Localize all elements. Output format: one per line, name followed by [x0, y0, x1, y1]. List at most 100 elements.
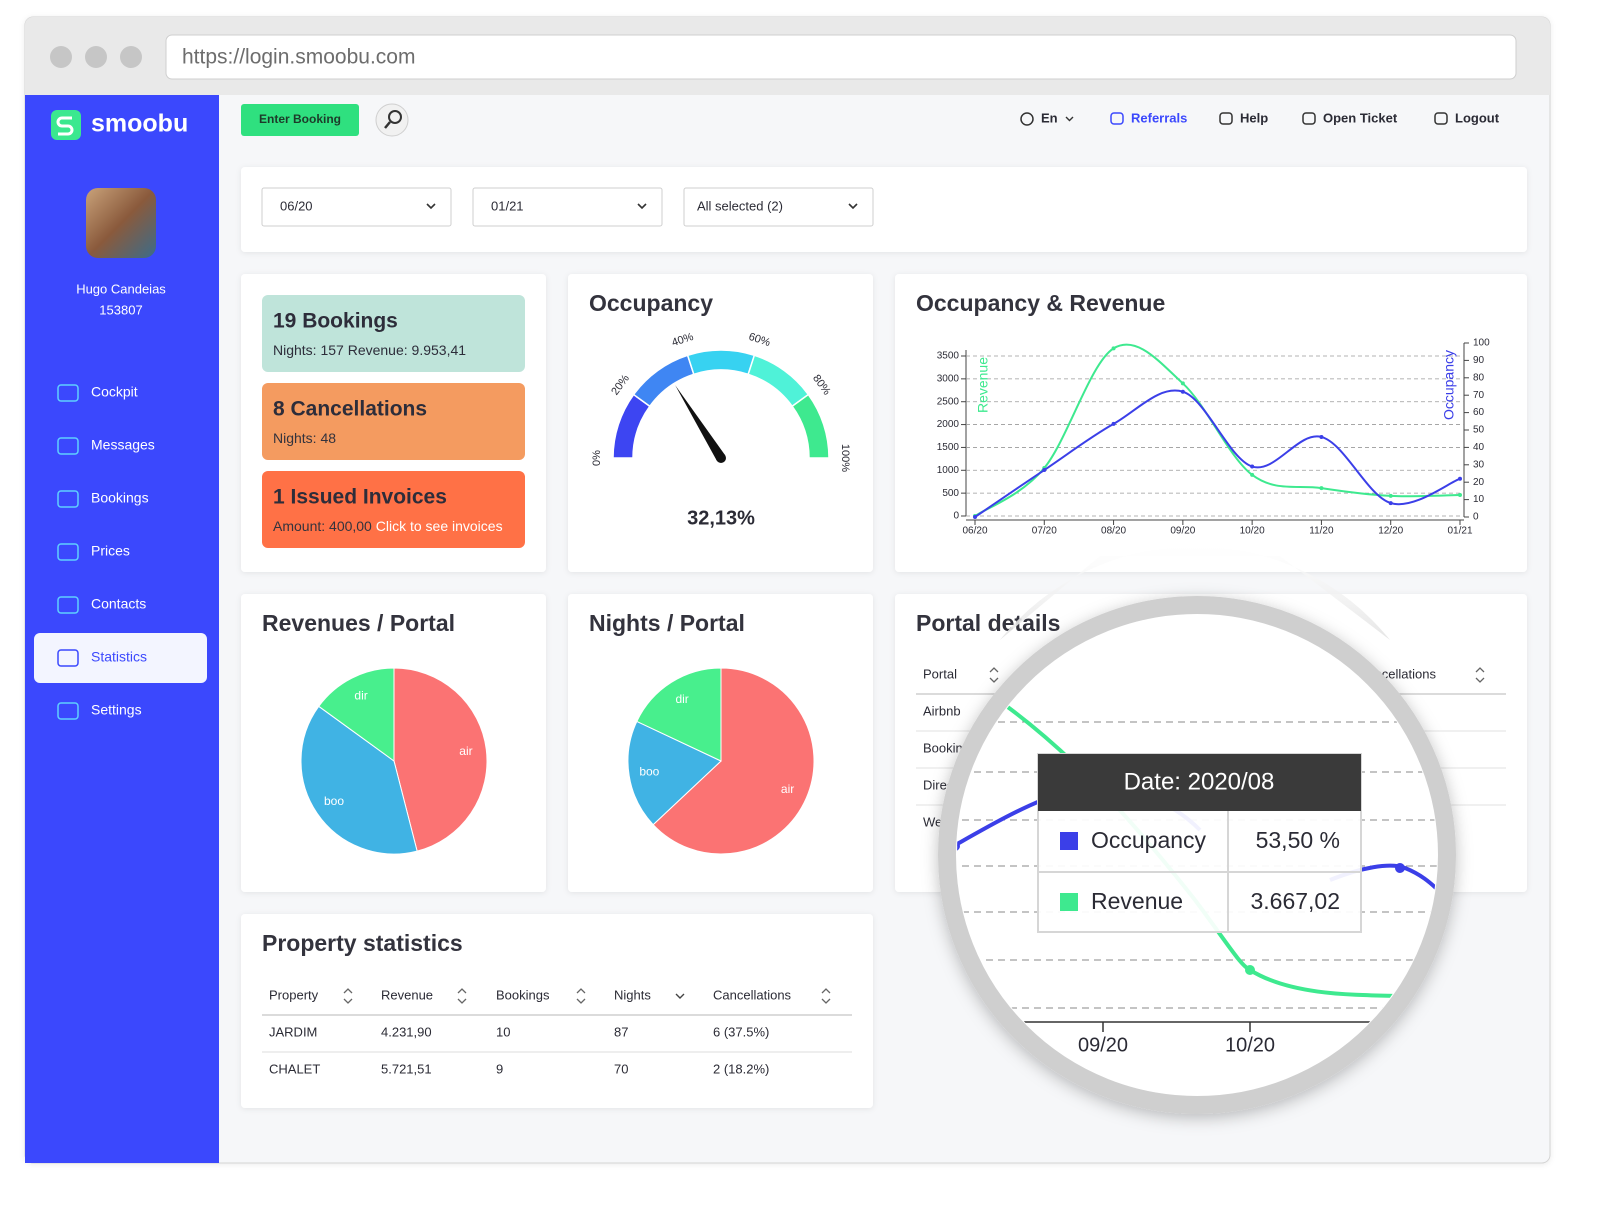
sort-icon: [576, 988, 586, 1004]
window-dot: [85, 46, 107, 68]
table-header[interactable]: Revenue: [381, 987, 433, 1002]
card-title: Nights / Portal: [589, 610, 745, 636]
table-cell: 2 (18.2%): [713, 1061, 769, 1076]
point: [1458, 476, 1462, 481]
sidebar: [25, 95, 219, 1163]
brand: smoobu: [91, 110, 188, 138]
nav-icon[interactable]: [57, 596, 79, 614]
nav-icon[interactable]: [57, 649, 79, 667]
url-field[interactable]: [165, 34, 1517, 80]
table-header[interactable]: Nights: [614, 987, 651, 1002]
table-cell: CHALET: [269, 1061, 320, 1076]
table-cell: 5.721,51: [381, 1061, 432, 1076]
sort-icon: [821, 988, 831, 1004]
gauge-segment: [791, 393, 830, 459]
top-link[interactable]: Help: [1240, 110, 1268, 125]
table-header[interactable]: Bookings: [496, 987, 550, 1002]
y2-tick-label: 80: [1473, 372, 1485, 383]
search-button[interactable]: [375, 103, 409, 137]
card-title: Portal details: [916, 610, 1060, 636]
top-link[interactable]: Referrals: [1131, 110, 1187, 125]
nav-item[interactable]: Messages: [91, 437, 155, 453]
table-cell: 6 (37.5%): [713, 1024, 769, 1039]
user-name: Hugo Candeias: [76, 281, 166, 296]
y-tick-label: 2000: [937, 419, 960, 430]
point: [1388, 501, 1393, 506]
gauge-hub: [716, 453, 726, 463]
y-tick-label: 500: [942, 488, 959, 499]
filters: 06/20 01/21 All selected (2): [261, 187, 874, 227]
card: [241, 914, 873, 1108]
x-tick-label: 01/21: [1447, 526, 1472, 537]
content: 19 Bookings Nights: 157 Revenue: 9.953,41…: [262, 290, 1506, 1076]
y2-tick-label: 50: [1473, 425, 1485, 436]
nav-item[interactable]: Cockpit: [91, 384, 138, 400]
pie-slice: [627, 720, 722, 826]
summary-detail: Nights: 48: [273, 430, 336, 446]
y-tick-label: 2500: [937, 396, 960, 407]
pie-slice: [652, 667, 815, 855]
nav-icon[interactable]: [57, 543, 79, 561]
top-link-icon: [1219, 112, 1233, 125]
tooltip-series: Revenue: [1091, 888, 1183, 914]
point: [1250, 464, 1255, 469]
nav-icon[interactable]: [57, 437, 79, 455]
nav-icon[interactable]: [57, 702, 79, 720]
lens-tick-label: 10/20: [1225, 1034, 1275, 1056]
x-tick-label: 07/20: [1032, 526, 1057, 537]
table-header[interactable]: Property: [269, 987, 319, 1002]
select[interactable]: [472, 187, 663, 227]
top-link[interactable]: Logout: [1455, 110, 1500, 125]
gauge-needle: [675, 385, 726, 461]
x-tick-label: 06/20: [962, 526, 987, 537]
chevron: [848, 203, 858, 210]
pie-label: air: [459, 744, 472, 758]
y-tick-label: 3500: [937, 351, 960, 362]
point: [1111, 346, 1116, 351]
search-icon: [384, 121, 391, 129]
nav-item[interactable]: Bookings: [91, 490, 149, 506]
nav-icon[interactable]: [57, 384, 79, 402]
gauge-value: 32,13%: [687, 507, 755, 529]
pie-slice: [393, 667, 488, 852]
nav-item[interactable]: Contacts: [91, 596, 146, 612]
table-header[interactable]: Cancellations: [713, 987, 792, 1002]
line-series: [974, 343, 1461, 517]
top-link-icon: [1434, 112, 1448, 125]
sort-icon: [1475, 667, 1485, 683]
table-cell: Booking: [923, 740, 970, 755]
summary-detail: Nights: 157 Revenue: 9.953,41: [273, 342, 466, 358]
user-id: 153807: [99, 302, 142, 317]
nav-item[interactable]: Prices: [91, 543, 130, 559]
invoice-link[interactable]: Click to see invoices: [376, 518, 503, 534]
table-cell: JARDIM: [269, 1024, 317, 1039]
search-icon: [388, 110, 402, 124]
sort-icon: [989, 667, 999, 683]
window-dot: [50, 46, 72, 68]
enter-booking-button[interactable]: [241, 104, 359, 136]
tooltip-swatch: [1060, 893, 1078, 911]
avatar[interactable]: [86, 188, 156, 258]
point: [1319, 486, 1324, 491]
y2-tick-label: 100: [1473, 338, 1490, 349]
x-tick-label: 08/20: [1101, 526, 1126, 537]
y2-tick-label: 60: [1473, 407, 1485, 418]
enter-booking-label: Enter Booking: [259, 112, 341, 126]
nav-item[interactable]: Settings: [91, 702, 142, 718]
sort-icon: [675, 993, 685, 999]
select[interactable]: [261, 187, 452, 227]
summary-title: 1 Issued Invoices: [273, 486, 447, 509]
y2-tick-label: 90: [1473, 355, 1485, 366]
summary-box[interactable]: [262, 471, 525, 548]
language[interactable]: En: [1041, 110, 1058, 125]
nav-icon[interactable]: [57, 490, 79, 508]
select[interactable]: [683, 187, 874, 227]
pie-label: air: [781, 782, 794, 796]
top-link[interactable]: Open Ticket: [1323, 110, 1398, 125]
tooltip-header: [1038, 754, 1361, 811]
lens-point: [1395, 863, 1405, 873]
nav: Cockpit Messages Bookings Prices Contacts Sta…: [34, 384, 207, 720]
pie-label: boo: [324, 794, 344, 808]
y-tick-label: 1500: [937, 442, 960, 453]
nav-item[interactable]: Statistics: [91, 649, 147, 665]
